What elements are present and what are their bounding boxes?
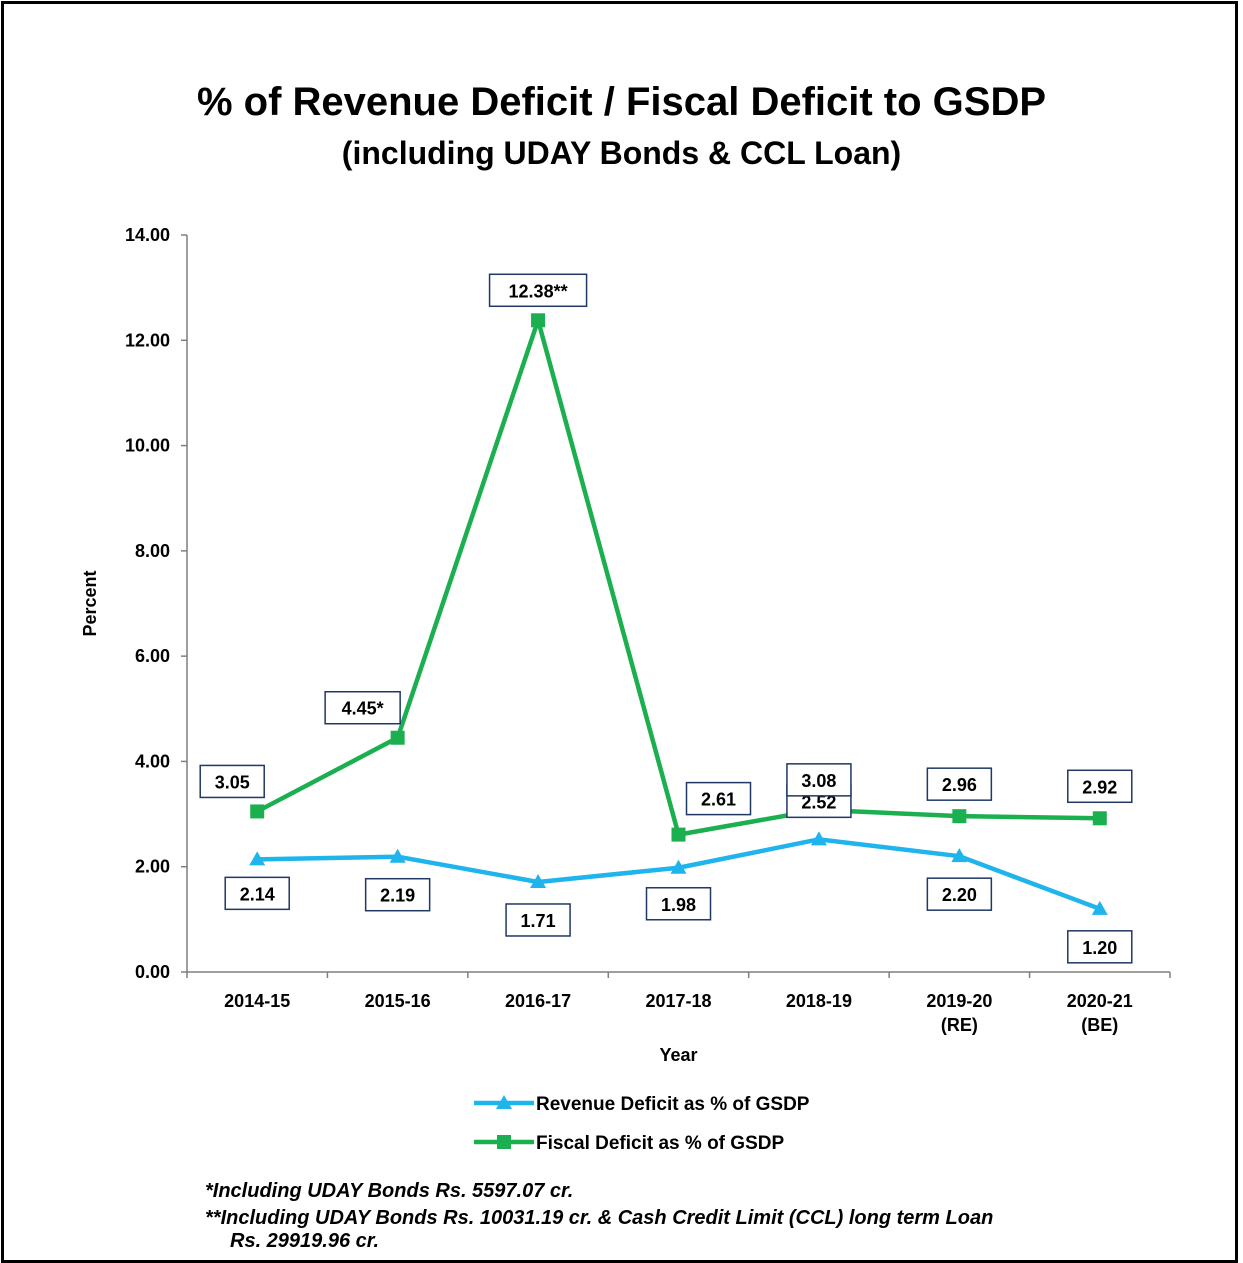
x-tick-label: 2018-19 xyxy=(786,991,852,1011)
x-tick-label: 2014-15 xyxy=(224,991,290,1011)
fiscal-deficit-label: 2.61 xyxy=(701,790,736,810)
data-label-box xyxy=(1067,769,1133,804)
revenue-deficit-marker xyxy=(670,859,687,874)
revenue-deficit-label: 2.19 xyxy=(380,886,415,906)
fiscal-deficit-label: 2.96 xyxy=(942,775,977,795)
data-label-box xyxy=(645,887,712,921)
y-axis-title: Percent xyxy=(80,570,100,636)
x-tick-label: (RE) xyxy=(941,1015,978,1035)
data-label-box xyxy=(224,876,290,911)
fiscal-deficit-marker xyxy=(531,313,546,328)
revenue-deficit-marker xyxy=(1091,900,1108,915)
x-tick-label: 2015-16 xyxy=(365,991,431,1011)
data-label-box xyxy=(685,781,752,816)
y-tick-label: 8.00 xyxy=(135,541,170,561)
data-label-box xyxy=(505,903,571,937)
y-tick-label: 0.00 xyxy=(135,962,170,982)
data-label-box xyxy=(199,764,265,799)
fiscal-deficit-marker xyxy=(250,804,265,819)
y-tick-label: 4.00 xyxy=(135,751,170,771)
revenue-deficit-marker xyxy=(530,873,547,888)
revenue-deficit-label: 1.71 xyxy=(521,911,556,931)
y-tick-label: 2.00 xyxy=(135,857,170,877)
footnote-2-continued: Rs. 29919.96 cr. xyxy=(230,1230,380,1252)
chart-subtitle: (including UDAY Bonds & CCL Loan) xyxy=(341,135,902,171)
fiscal-deficit-label: 3.08 xyxy=(801,771,836,791)
fiscal-deficit-label: 4.45* xyxy=(342,699,384,719)
fiscal-deficit-line xyxy=(256,318,1100,837)
fiscal-deficit-label: 2.92 xyxy=(1082,777,1117,797)
footnote-2: **Including UDAY Bonds Rs. 10031.19 cr. … xyxy=(205,1207,994,1229)
chart-title: % of Revenue Deficit / Fiscal Deficit to… xyxy=(196,80,1047,124)
fiscal-deficit-marker xyxy=(1092,811,1107,826)
revenue-deficit-marker xyxy=(249,851,266,866)
y-tick-label: 10.00 xyxy=(125,436,170,456)
footnote-1: *Including UDAY Bonds Rs. 5597.07 cr. xyxy=(205,1180,574,1202)
revenue-deficit-marker xyxy=(496,1095,512,1109)
revenue-deficit-label: 1.98 xyxy=(661,895,696,915)
revenue-deficit-label: 2.20 xyxy=(942,885,977,905)
fiscal-deficit-marker xyxy=(497,1135,511,1149)
revenue-deficit-label: 2.14 xyxy=(240,884,275,904)
data-label-box xyxy=(364,877,431,912)
revenue-deficit-marker xyxy=(951,848,968,863)
y-tick-label: 12.00 xyxy=(125,330,170,350)
x-tick-label: 2019-20 xyxy=(926,991,992,1011)
legend-entry: Fiscal Deficit as % of GSDP xyxy=(536,1133,784,1154)
fiscal-deficit-marker xyxy=(952,809,967,824)
legend-entry: Revenue Deficit as % of GSDP xyxy=(536,1094,810,1115)
fiscal-deficit-marker xyxy=(390,730,405,745)
revenue-deficit-marker xyxy=(389,848,406,863)
data-label-box xyxy=(324,690,401,725)
revenue-deficit-label: 2.52 xyxy=(801,792,836,812)
y-tick-label: 14.00 xyxy=(125,225,170,245)
x-tick-label: 2017-18 xyxy=(645,991,711,1011)
fiscal-deficit-marker xyxy=(671,827,686,842)
x-tick-label: 2020-21 xyxy=(1067,991,1133,1011)
revenue-deficit-label: 1.20 xyxy=(1082,938,1117,958)
x-tick-label: 2016-17 xyxy=(505,991,571,1011)
fiscal-deficit-label: 3.05 xyxy=(215,772,250,792)
x-tick-label: (BE) xyxy=(1081,1015,1118,1035)
revenue-deficit-marker xyxy=(810,831,827,846)
data-label-box xyxy=(1067,930,1133,964)
data-label-box xyxy=(926,767,993,801)
fiscal-deficit-label: 12.38** xyxy=(509,281,568,301)
y-tick-label: 6.00 xyxy=(135,646,170,666)
data-label-box xyxy=(786,763,852,797)
data-label-box xyxy=(488,273,588,308)
x-axis-title: Year xyxy=(659,1045,697,1065)
data-label-box xyxy=(926,877,993,911)
